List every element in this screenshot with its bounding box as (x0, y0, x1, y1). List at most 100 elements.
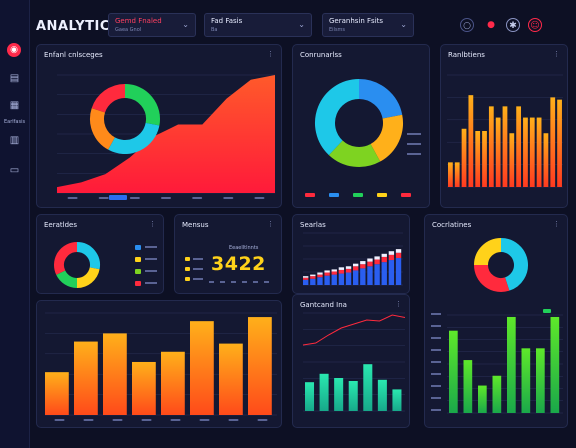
sidebar-item-label[interactable]: Earlfasis (4, 119, 26, 125)
filter-dropdown-1[interactable]: Gemd Fnaled Gaea Gnol ⌄ (108, 13, 196, 37)
stacked-bar-segment (338, 273, 345, 285)
trend-bar (509, 133, 515, 187)
customers-donut-slice (500, 238, 528, 291)
gear-icon[interactable]: ✱ (506, 18, 520, 32)
more-icon[interactable]: ⋮ (267, 220, 274, 228)
stacked-bar-segment (353, 263, 359, 267)
more-icon[interactable]: ⋮ (267, 50, 274, 58)
green-bar (449, 330, 458, 413)
legend-swatch (305, 193, 315, 197)
tick-label (431, 397, 441, 399)
user-icon[interactable]: ☺ (528, 18, 542, 32)
more-icon[interactable]: ⋮ (553, 220, 560, 228)
tick-label (231, 281, 236, 283)
more-icon[interactable]: ⋮ (395, 300, 402, 308)
doc-icon[interactable]: ▭ (9, 165, 20, 176)
big-bar (45, 372, 69, 415)
trend-bar (482, 131, 487, 187)
overview-donut-slice (91, 84, 126, 113)
small-donut-slice (56, 270, 78, 288)
dropdown-label: Fad Fasis (211, 17, 243, 25)
tick-label (254, 197, 265, 199)
green-bar (478, 385, 487, 413)
trend-bar (495, 117, 501, 187)
stacked-bar-segment (310, 276, 316, 279)
small-donut-chart (54, 242, 157, 288)
stacked-bar-segment (331, 274, 337, 285)
green-bar (463, 360, 473, 413)
more-icon[interactable]: ⋮ (553, 50, 560, 58)
legend-swatch (401, 193, 411, 197)
filter-dropdown-2[interactable]: Fad Fasis Ba ⌄ (204, 13, 312, 37)
legend-swatch (185, 257, 190, 261)
stacked-bar-segment (331, 271, 337, 275)
tick-label (98, 197, 109, 199)
list-icon[interactable]: ▥ (9, 135, 20, 146)
stacked-panel: Searlas (292, 214, 410, 294)
tick-label (83, 419, 94, 421)
stacked-bar-segment (303, 276, 309, 278)
teal-bar (305, 382, 315, 411)
stacked-bar-segment (345, 268, 352, 273)
compare-chart (305, 79, 421, 197)
more-icon[interactable]: ⋮ (149, 220, 156, 228)
legend-label (407, 133, 421, 135)
grid-icon[interactable]: ▦ (9, 100, 20, 111)
green-bar (550, 316, 560, 413)
stacked-bar-segment (360, 261, 366, 265)
chart-icon[interactable]: ▤ (9, 73, 20, 84)
tick-label (199, 419, 210, 421)
stacked-bar-segment (367, 266, 373, 285)
teal-bar (392, 389, 402, 411)
dropdown-sub: Ba (211, 27, 218, 33)
stacked-bar-segment (353, 266, 359, 271)
stacked-bar-segment (345, 272, 352, 285)
green-bar (507, 316, 516, 413)
trend-bar (523, 117, 528, 187)
big-bars-chart (45, 312, 277, 421)
stacked-bar-segment (303, 279, 309, 285)
app-title: ANALYTICS (36, 19, 121, 34)
legend-swatch (543, 309, 551, 313)
search-icon[interactable]: ○ (460, 18, 474, 32)
legend-label (145, 258, 157, 260)
legend-label (193, 278, 203, 280)
metric-value: 3422 (211, 253, 266, 275)
trend-bar (557, 99, 562, 187)
tick-label (257, 419, 268, 421)
filter-dropdown-3[interactable]: Geranhsin Fsits Eilsms ⌄ (322, 13, 414, 37)
trend-bar (536, 117, 542, 187)
tick-label (228, 419, 239, 421)
tick-label (431, 313, 441, 315)
big-bar (103, 333, 127, 415)
tick-label (242, 281, 247, 283)
stacked-bar-segment (338, 267, 345, 270)
tick-label (54, 419, 65, 421)
stacked-bar-segment (310, 278, 316, 285)
big-bar (132, 361, 156, 415)
stacked-bar-segment (338, 269, 345, 274)
stacked-bar-segment (395, 257, 402, 285)
tick-label (129, 197, 140, 199)
chevron-down-icon: ⌄ (182, 20, 189, 29)
area-series (57, 75, 275, 193)
big-bar (248, 317, 272, 415)
tick-label (431, 325, 441, 327)
stacked-bar-segment (395, 249, 402, 253)
small-donut-slice (54, 242, 78, 275)
trend-bar (461, 128, 467, 187)
trend-bar (448, 162, 453, 187)
legend-label (407, 153, 421, 155)
logo-icon[interactable]: ◉ (7, 43, 21, 57)
stacked-chart (303, 232, 403, 286)
panel-title: Cocrlatines (432, 221, 472, 229)
overview-donut-slice (124, 84, 160, 126)
tick-label (170, 419, 181, 421)
teal-bar (319, 373, 329, 411)
trend-bar (543, 133, 549, 187)
tick-label (431, 349, 441, 351)
bell-icon[interactable]: ● (487, 20, 495, 30)
stacked-bar-segment (374, 259, 380, 265)
tick-label (253, 281, 258, 283)
stacked-bar-segment (360, 264, 366, 269)
